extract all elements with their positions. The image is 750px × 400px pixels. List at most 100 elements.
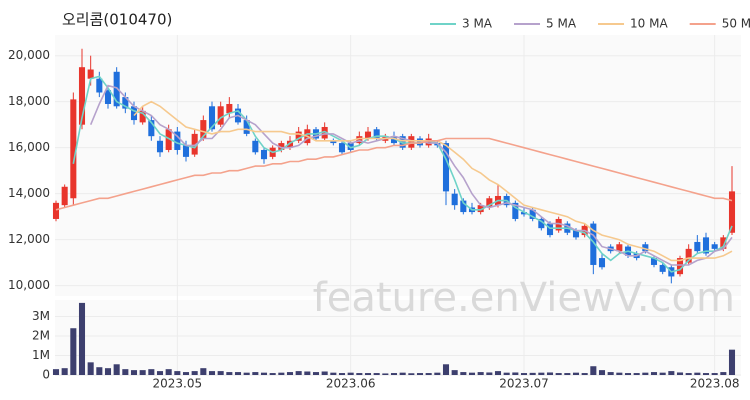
candle-body (460, 200, 467, 213)
volume-bar (425, 373, 432, 375)
candle-body (425, 138, 432, 146)
candle-body (139, 110, 146, 123)
candle-body (217, 106, 224, 125)
volume-bar (538, 372, 545, 375)
candle-body (130, 106, 138, 121)
candle-body (408, 136, 415, 148)
volume-bar (174, 371, 181, 375)
volume-bar (442, 364, 450, 375)
candle-body (330, 140, 337, 144)
volume-bar (200, 368, 207, 375)
volume-bar (468, 372, 476, 375)
candle-body (720, 237, 727, 249)
y-tick-label: 10,000 (8, 278, 50, 292)
candle-body (122, 97, 129, 109)
volume-bar (87, 362, 94, 375)
candle-body (243, 120, 250, 134)
candle-body (278, 143, 285, 150)
candle-body (113, 71, 120, 107)
volume-bar (711, 373, 718, 375)
volume-bar (598, 370, 606, 375)
candle-body (252, 140, 259, 153)
volume-bar (494, 371, 502, 375)
candle-body (174, 131, 181, 150)
candle-body (659, 264, 666, 272)
candle-body (546, 223, 554, 236)
candle-body (442, 143, 450, 192)
chart-title: 오리콤(010470) (62, 11, 172, 29)
volume-bar (659, 372, 666, 375)
legend-label: 5 MA (546, 17, 577, 31)
candle-body (338, 143, 346, 153)
candle-body (451, 193, 458, 206)
candle-body (650, 258, 658, 265)
volume-bar (720, 372, 727, 375)
volume-bar (616, 372, 623, 375)
volume-bar (694, 372, 701, 375)
volume-bar (416, 373, 424, 375)
candle-body (286, 140, 294, 148)
volume-bar (191, 371, 198, 375)
candle-body (373, 129, 380, 139)
volume-bar (486, 372, 493, 375)
candle-body (321, 126, 328, 139)
volume-bar (382, 373, 389, 375)
candle-body (728, 191, 736, 233)
volume-bar (338, 373, 346, 375)
candle-body (676, 258, 684, 275)
volume-bar (503, 372, 510, 375)
volume-bar (104, 368, 112, 375)
volume-bar (581, 373, 588, 375)
candle-body (590, 223, 597, 265)
y-tick-label: 20,000 (8, 48, 50, 62)
volume-bar (70, 328, 77, 375)
candle-body (200, 120, 207, 139)
candle-body (104, 90, 112, 104)
volume-bar (408, 373, 415, 375)
candle-body (399, 136, 406, 148)
candle-body (182, 145, 190, 157)
y-tick-label: 14,000 (8, 186, 50, 200)
candle-body (477, 205, 484, 213)
candle-body (226, 103, 233, 114)
legend-label: 50 MA (722, 17, 750, 31)
candle-body (78, 67, 86, 125)
candle-body (260, 149, 268, 160)
candle-body (208, 106, 216, 130)
volume-bar (477, 372, 484, 375)
x-tick-label: 2023.05 (153, 377, 203, 391)
x-tick-label: 2023.06 (326, 377, 376, 391)
volume-bar (399, 372, 406, 375)
candle-body (512, 202, 519, 219)
candle-body (694, 241, 701, 252)
candle-body (572, 230, 580, 238)
candle-body (702, 237, 710, 254)
volume-bar (52, 369, 60, 375)
y-tick-label: 0 (42, 368, 50, 382)
volume-bar (330, 372, 337, 375)
volume-bar (607, 372, 614, 375)
volume-bar (555, 373, 562, 375)
volume-bar (269, 373, 276, 375)
volume-bar (208, 371, 216, 375)
volume-bar (590, 366, 597, 375)
x-tick-label: 2023.08 (690, 377, 740, 391)
volume-bar (243, 372, 250, 375)
legend-label: 3 MA (462, 17, 493, 31)
candle-body (87, 69, 94, 79)
y-tick-label: 2M (32, 329, 50, 343)
volume-bar (78, 302, 86, 375)
volume-bar (260, 372, 268, 375)
y-tick-label: 16,000 (8, 140, 50, 154)
volume-bar (564, 373, 571, 375)
candle-body (598, 258, 606, 268)
volume-bar (165, 369, 172, 375)
volume-bar (373, 373, 380, 375)
volume-bar (286, 372, 294, 375)
volume-bar (676, 372, 684, 375)
candle-body (529, 209, 536, 219)
y-tick-label: 12,000 (8, 232, 50, 246)
volume-bar (546, 372, 554, 375)
volume-bar (390, 373, 398, 375)
